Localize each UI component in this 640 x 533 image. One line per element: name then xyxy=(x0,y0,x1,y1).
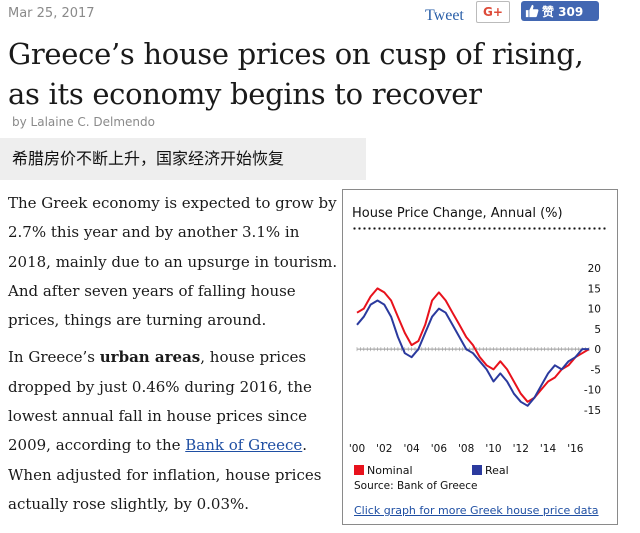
y-tick-label: 0 xyxy=(594,344,601,356)
like-count: 赞 309 xyxy=(542,4,584,19)
x-tick-label: '12 xyxy=(513,443,529,455)
x-tick-label: '14 xyxy=(540,443,557,455)
x-tick-label: '08 xyxy=(458,443,474,455)
chart-plot: 20 15 10 5 0 -5 -10 -15 '00 '02 '04 '06 '08 '10 '12 '1… xyxy=(349,263,601,490)
y-tick-label: 15 xyxy=(588,283,601,295)
x-tick-label: '16 xyxy=(567,443,584,455)
x-tick-label: '10 xyxy=(485,443,501,455)
like-button[interactable]: 赞 309 xyxy=(521,1,599,21)
bank-of-greece-link[interactable]: Bank of Greece xyxy=(185,436,303,455)
house-price-chart[interactable]: House Price Change, Annual (%) 20 15 10 5 0 -… xyxy=(342,189,618,525)
p2-text-c: . When adjusted for inflation, house pri… xyxy=(8,436,322,513)
y-tick-label: -5 xyxy=(591,364,601,376)
byline: by Lalaine C. Delmendo xyxy=(12,115,155,129)
paragraph-1: The Greek economy is expected to grow by… xyxy=(8,194,338,330)
tweet-button[interactable]: Tweet xyxy=(425,7,464,24)
article-body: The Greek economy is expected to grow by… xyxy=(8,189,338,527)
x-tick-label: '04 xyxy=(403,443,420,455)
legend-real-label: Real xyxy=(485,464,509,477)
google-plus-button[interactable]: G+ xyxy=(476,1,510,23)
title-line-2: as its economy begins to recover xyxy=(8,77,482,111)
x-tick-label: '06 xyxy=(431,443,448,455)
title-dotted-rule xyxy=(352,227,606,230)
legend-real-swatch xyxy=(472,465,482,475)
y-tick-label: -10 xyxy=(584,385,601,397)
y-tick-label: -15 xyxy=(584,405,601,417)
p2-text-a: In Greece’s xyxy=(8,348,100,367)
article-title: Greece’s house prices on cusp of rising,… xyxy=(8,34,628,114)
thumbs-up-icon xyxy=(525,4,539,18)
more-data-link[interactable]: Click graph for more Greek house price d… xyxy=(354,504,599,517)
legend-nominal-label: Nominal xyxy=(367,464,413,477)
series-line-nominal xyxy=(356,287,590,403)
paragraph-2: In Greece’s urban areas, house prices dr… xyxy=(8,343,338,519)
x-tick-label: '02 xyxy=(376,443,392,455)
article-date: Mar 25, 2017 xyxy=(8,6,95,21)
p2-text-b: , house prices dropped by just 0.46% dur… xyxy=(8,348,312,455)
legend-nominal-swatch xyxy=(354,465,364,475)
y-tick-label: 5 xyxy=(594,324,601,336)
series-line-real xyxy=(356,299,589,407)
urban-areas-bold: urban areas xyxy=(99,348,201,367)
chinese-title: 希腊房价不断上升，国家经济开始恢复 xyxy=(0,138,366,180)
y-tick-label: 10 xyxy=(588,304,601,316)
chart-source: Source: Bank of Greece xyxy=(354,480,477,490)
y-tick-label: 20 xyxy=(588,263,601,275)
chart-title: House Price Change, Annual (%) xyxy=(352,206,563,221)
title-line-1: Greece’s house prices on cusp of rising, xyxy=(8,37,584,71)
x-tick-label: '00 xyxy=(349,443,365,455)
